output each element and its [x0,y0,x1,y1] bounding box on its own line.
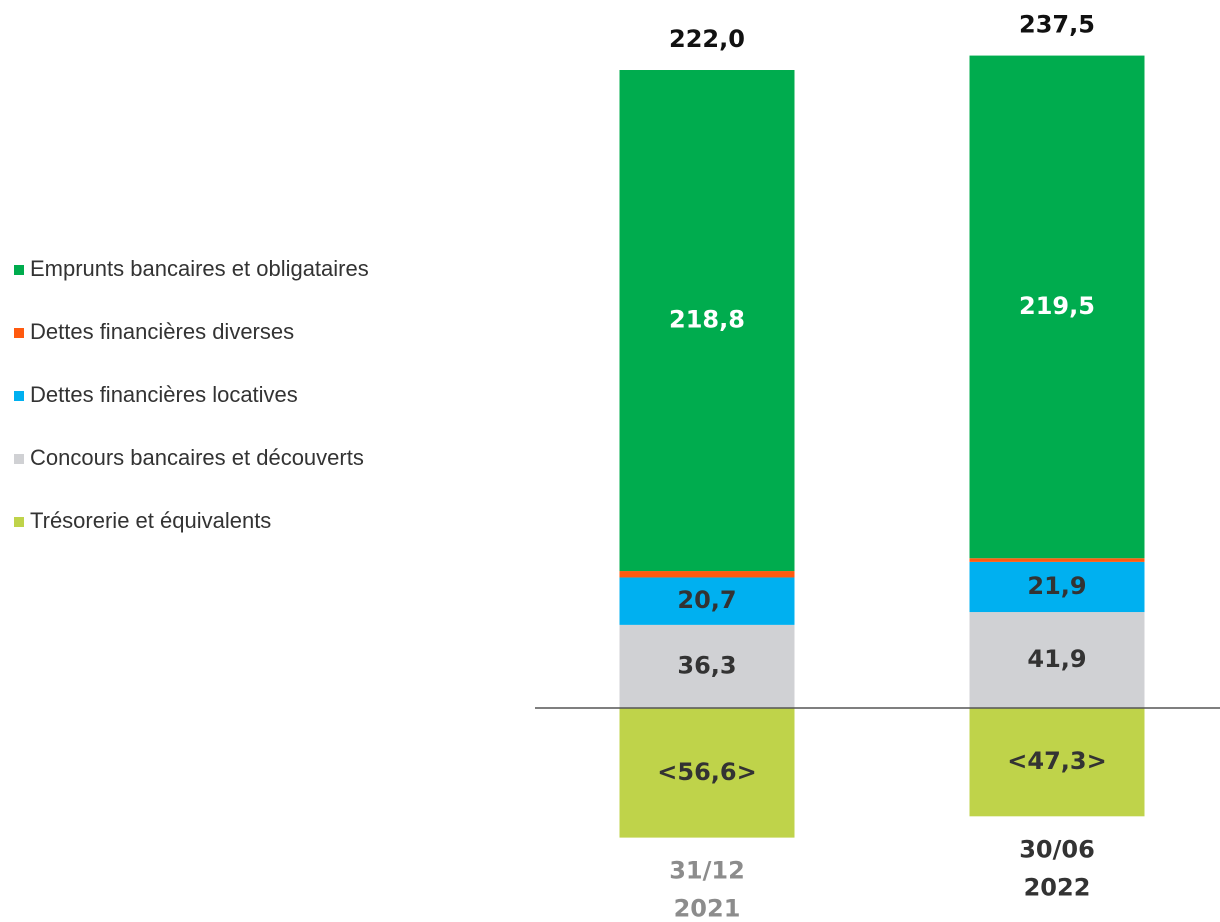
bar-segment [619,571,795,578]
total-label: 237,5 [1019,11,1095,39]
bar-segment [969,55,1145,559]
value-label: <56,6> [657,758,756,786]
value-label: 20,7 [677,586,736,614]
bar-segment [969,612,1145,708]
legend-swatch [14,454,24,464]
legend-label: Dettes financières locatives [30,382,298,407]
bar-segment [619,624,795,708]
value-label: <47,3> [1007,747,1106,775]
x-tick-label: 30/06 2022 [1019,835,1095,901]
value-label: 219,5 [1019,292,1095,320]
legend-swatch [14,517,24,527]
bar-segment [619,70,795,572]
legend-label: Concours bancaires et découverts [30,445,364,470]
legend-swatch [14,328,24,338]
total-label: 222,0 [669,25,745,53]
legend-label: Dettes financières diverses [30,319,294,344]
legend-label: Emprunts bancaires et obligataires [30,256,369,281]
bar-segment [969,708,1145,817]
legend-swatch [14,391,24,401]
value-label: 41,9 [1027,645,1086,673]
x-tick-label: 31/12 2021 [669,857,745,922]
value-label: 36,3 [677,651,736,679]
legend-label: Trésorerie et équivalents [30,508,271,533]
bar-segment [619,577,795,625]
bar-segment [969,558,1145,562]
bar-segment [619,708,795,838]
legend-swatch [14,265,24,275]
value-label: 218,8 [669,306,745,334]
bar-segment [969,561,1145,613]
value-label: 21,9 [1027,572,1086,600]
